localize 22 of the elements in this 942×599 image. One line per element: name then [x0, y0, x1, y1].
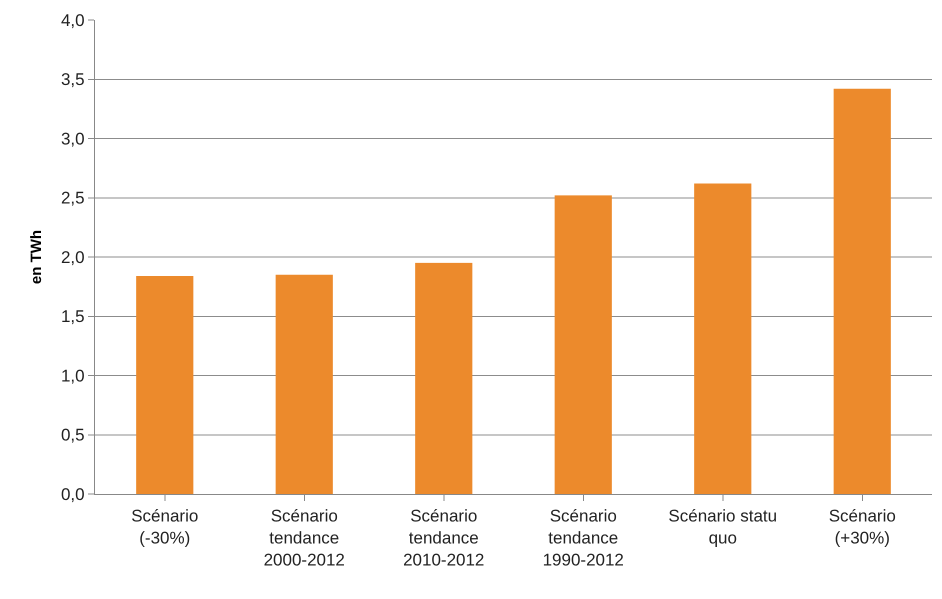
x-tick-label: Scénario tendance 2010-2012 [403, 506, 484, 570]
y-tick-label: 4,0 [60, 10, 85, 30]
x-tick-label: Scénario statu quo [668, 506, 778, 548]
y-tick-label: 2,0 [60, 248, 85, 267]
x-tick-label: Scénario tendance 1990-2012 [542, 506, 624, 570]
y-tick-label: 0,0 [60, 484, 85, 504]
bar [694, 184, 752, 494]
y-tick-label: 3,0 [60, 129, 85, 148]
bar [136, 276, 194, 494]
y-tick-label: 2,5 [60, 188, 85, 208]
y-tick-label: 1,5 [60, 307, 85, 326]
x-tick-label: Scénario tendance 2000-2012 [264, 506, 345, 570]
bar [834, 88, 891, 494]
bar [554, 195, 612, 494]
bar [415, 262, 472, 494]
x-tick-label: Scénario (+30%) [828, 506, 896, 548]
y-tick-label: 0,5 [60, 426, 85, 445]
y-axis-title: en TWh [28, 230, 46, 284]
bar [276, 274, 333, 494]
y-tick-label: 1,0 [60, 366, 85, 386]
y-tick-label: 3,5 [60, 70, 85, 90]
x-tick-label: Scénario (-30%) [131, 506, 198, 548]
